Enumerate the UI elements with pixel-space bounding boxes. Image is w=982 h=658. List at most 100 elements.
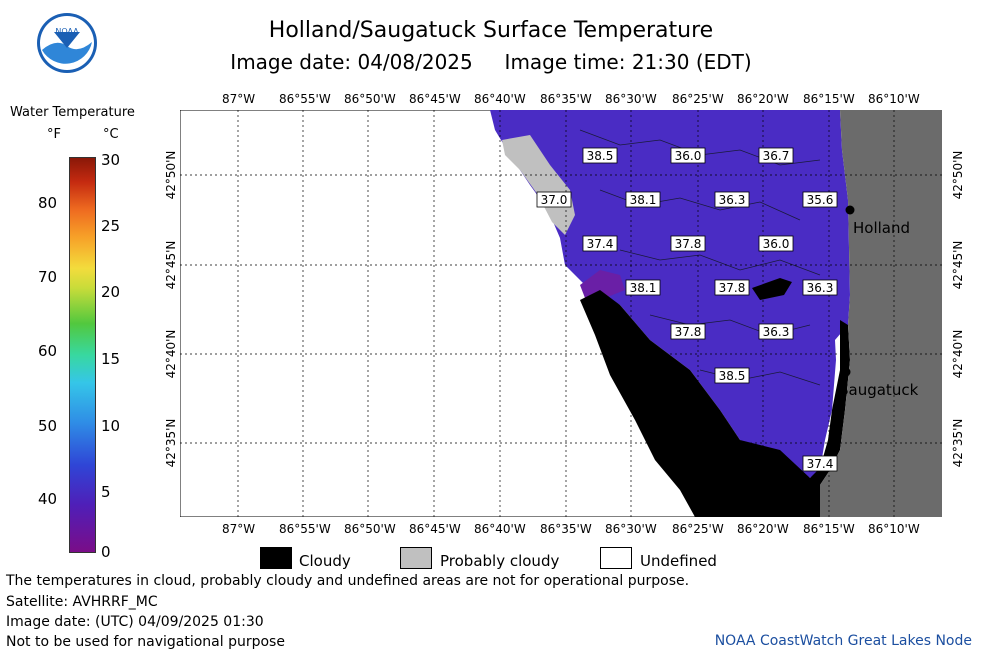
- lon-label: 86°55'W: [279, 92, 331, 106]
- logo-text: NOAA: [55, 27, 79, 36]
- cloudy-area: [580, 290, 850, 517]
- lat-label: 42°35'N: [951, 419, 965, 468]
- lon-label: 86°40'W: [474, 92, 526, 106]
- cloudy-label: Cloudy: [299, 552, 351, 570]
- lon-label: 86°30'W: [605, 92, 657, 106]
- cloudy-patch: [752, 278, 792, 300]
- unit-fahrenheit: °F: [47, 127, 61, 142]
- lon-labels-top: 87°W 86°55'W 86°50'W 86°45'W 86°40'W 86°…: [222, 92, 920, 106]
- lon-label: 86°30'W: [605, 522, 657, 536]
- tick-f-60: 60: [38, 342, 58, 360]
- image-datetime: Image date: 04/08/2025 Image time: 21:30…: [230, 50, 752, 74]
- legend-title: Water Temperature: [10, 105, 135, 120]
- warm-water-patch: [580, 270, 625, 300]
- svg-text:35.6: 35.6: [807, 193, 834, 207]
- temp-label: 36.0: [670, 147, 706, 164]
- temp-label: 36.3: [758, 323, 794, 340]
- lat-label: 42°40'N: [951, 330, 965, 379]
- svg-text:36.3: 36.3: [763, 325, 790, 339]
- tick-f-50: 50: [38, 417, 58, 435]
- cloudy-swatch: [260, 547, 292, 569]
- lon-label: 86°50'W: [344, 92, 396, 106]
- lat-label: 42°50'N: [951, 151, 965, 200]
- temp-label: 37.4: [802, 455, 838, 472]
- lat-label: 42°35'N: [164, 419, 178, 468]
- svg-text:37.8: 37.8: [675, 237, 702, 251]
- lon-label: 86°20'W: [737, 92, 789, 106]
- lon-label: 86°10'W: [868, 92, 920, 106]
- tick-c-10: 10: [101, 417, 121, 435]
- probably-cloudy-label: Probably cloudy: [440, 552, 560, 570]
- svg-text:36.0: 36.0: [675, 149, 702, 163]
- temp-label: 37.8: [714, 279, 750, 296]
- temp-label: 38.1: [625, 279, 661, 296]
- tick-c-0: 0: [101, 543, 111, 561]
- temperature-colorbar: [69, 157, 96, 553]
- svg-text:36.3: 36.3: [719, 193, 746, 207]
- lon-label: 86°35'W: [540, 92, 592, 106]
- svg-text:36.0: 36.0: [763, 237, 790, 251]
- tick-c-20: 20: [101, 283, 121, 301]
- svg-text:37.8: 37.8: [675, 325, 702, 339]
- lon-label: 86°50'W: [344, 522, 396, 536]
- svg-text:37.4: 37.4: [807, 457, 834, 471]
- graticule: [180, 110, 942, 517]
- temp-label: 36.3: [714, 191, 750, 208]
- navigation-note: Not to be used for navigational purpose: [6, 634, 285, 650]
- svg-text:38.5: 38.5: [587, 149, 614, 163]
- tick-c-5: 5: [101, 483, 111, 501]
- lat-labels-right: 42°50'N 42°45'N 42°40'N 42°35'N: [951, 151, 965, 468]
- utc-image-date: Image date: (UTC) 04/09/2025 01:30: [6, 614, 264, 630]
- city-label-saugatuck: Saugatuck: [839, 381, 919, 399]
- tick-c-30: 30: [101, 151, 121, 169]
- tick-f-80: 80: [38, 194, 58, 212]
- temp-label: 35.6: [802, 191, 838, 208]
- temp-label: 38.1: [625, 191, 661, 208]
- noaa-logo: NOAA: [37, 13, 97, 73]
- svg-text:38.1: 38.1: [630, 281, 657, 295]
- tick-c-25: 25: [101, 217, 121, 235]
- undefined-label: Undefined: [640, 552, 717, 570]
- lon-label: 86°40'W: [474, 522, 526, 536]
- svg-text:37.0: 37.0: [541, 193, 568, 207]
- tick-c-15: 15: [101, 350, 121, 368]
- probably-cloudy-area: [502, 135, 575, 235]
- satellite-info: Satellite: AVHRRF_MC: [6, 594, 158, 610]
- unit-celsius: °C: [103, 127, 119, 142]
- operational-note: The temperatures in cloud, probably clou…: [6, 573, 690, 589]
- svg-text:38.5: 38.5: [719, 369, 746, 383]
- svg-text:36.3: 36.3: [807, 281, 834, 295]
- lon-label: 86°35'W: [540, 522, 592, 536]
- lon-label: 86°15'W: [803, 522, 855, 536]
- lon-label: 86°20'W: [737, 522, 789, 536]
- svg-text:37.4: 37.4: [587, 237, 614, 251]
- temp-label: 38.5: [714, 367, 750, 384]
- lon-labels-bottom: 87°W 86°55'W 86°50'W 86°45'W 86°40'W 86°…: [222, 522, 920, 536]
- undefined-swatch: [600, 547, 632, 569]
- temp-label: 38.5: [582, 147, 618, 164]
- temp-label: 36.0: [758, 235, 794, 252]
- lon-label: 87°W: [222, 92, 255, 106]
- holland-marker: [845, 205, 855, 215]
- lon-label: 86°55'W: [279, 522, 331, 536]
- temp-label: 37.0: [536, 191, 572, 208]
- temp-label: 36.7: [758, 147, 794, 164]
- temp-label: 37.8: [670, 323, 706, 340]
- svg-text:37.8: 37.8: [719, 281, 746, 295]
- city-label-holland: Holland: [853, 219, 910, 237]
- lon-label: 86°45'W: [409, 92, 461, 106]
- lon-label: 86°45'W: [409, 522, 461, 536]
- temp-label: 37.8: [670, 235, 706, 252]
- lat-label: 42°45'N: [164, 241, 178, 290]
- credit-link[interactable]: NOAA CoastWatch Great Lakes Node: [714, 633, 972, 649]
- temp-label: 36.3: [802, 279, 838, 296]
- tick-f-70: 70: [38, 268, 58, 286]
- lon-label: 86°25'W: [672, 522, 724, 536]
- lon-label: 86°10'W: [868, 522, 920, 536]
- svg-text:38.1: 38.1: [630, 193, 657, 207]
- tick-f-40: 40: [38, 490, 58, 508]
- page-title: Holland/Saugatuck Surface Temperature: [268, 18, 714, 43]
- lon-label: 86°15'W: [803, 92, 855, 106]
- svg-text:36.7: 36.7: [763, 149, 790, 163]
- temp-label: 37.4: [582, 235, 618, 252]
